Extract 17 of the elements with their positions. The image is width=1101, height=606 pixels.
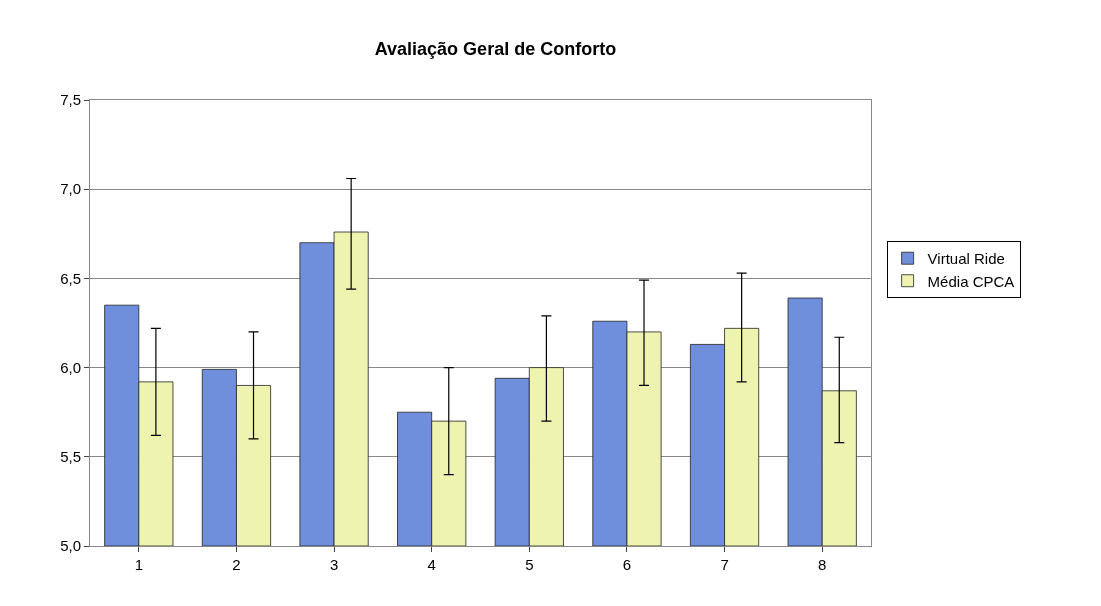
x-tick-label: 3	[329, 556, 339, 573]
legend-label: Média CPCA	[927, 272, 1015, 290]
x-tick-label: 8	[818, 556, 827, 573]
y-tick-label: 6,0	[60, 358, 81, 376]
y-tick-label: 6,5	[60, 269, 81, 287]
x-tick-label: 4	[427, 556, 436, 573]
y-tick-label: 5,5	[60, 448, 81, 466]
x-tick-label: 1	[134, 556, 143, 573]
legend-label: Virtual Ride	[927, 250, 1005, 268]
x-tick-label: 7	[720, 556, 729, 573]
y-tick-label: 7,0	[60, 180, 81, 198]
chart-title: Avaliação Geral de Conforto	[374, 39, 617, 60]
y-tick-label: 7,5	[60, 91, 81, 109]
x-tick-label: 6	[622, 556, 632, 573]
x-tick-label: 2	[232, 556, 241, 573]
y-tick-label: 5,0	[60, 537, 81, 555]
x-tick-label: 5	[525, 556, 534, 573]
